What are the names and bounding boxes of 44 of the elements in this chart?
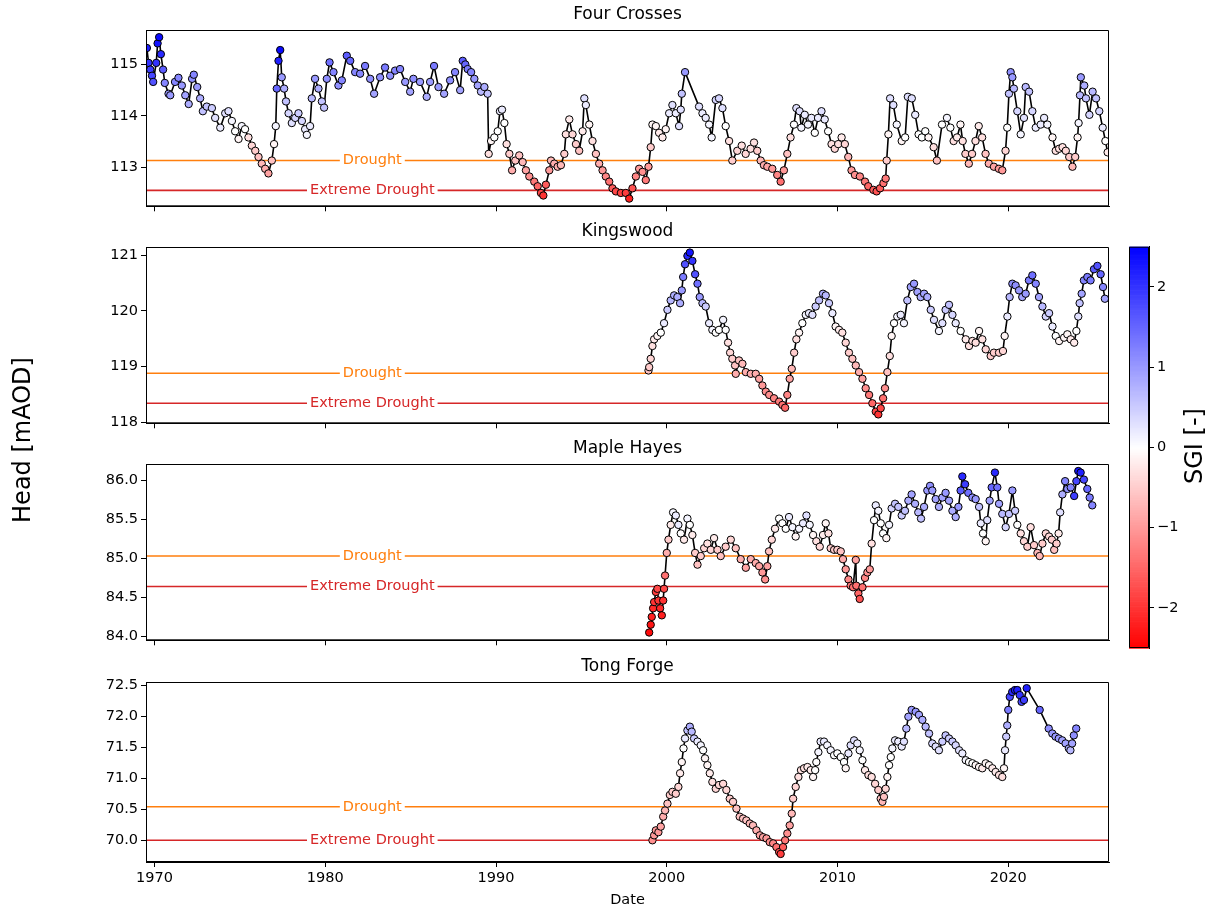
y-tick-label: 119 [110, 357, 138, 374]
y-tick-label: 84.5 [105, 588, 138, 605]
ref-line-label: Extreme Drought [310, 577, 435, 594]
x-tick-label: 1970 [136, 869, 173, 886]
ref-line-label: Drought [342, 546, 403, 563]
ref-line-label: Extreme Drought [310, 394, 435, 411]
y-tick-label: 85.5 [105, 510, 138, 527]
y-tick-label: 85.0 [105, 549, 138, 566]
x-tick-label: 2010 [819, 869, 856, 886]
y-tick-label: 115 [110, 55, 138, 72]
chart-title: Tong Forge [580, 654, 674, 675]
ref-line-label: Extreme Drought [310, 181, 435, 198]
y-tick-label: 113 [110, 158, 138, 174]
y-tick-label: 70.5 [105, 800, 138, 817]
color-bar-label: 2 [1157, 277, 1167, 294]
color-bar-label: −1 [1157, 518, 1179, 535]
x-tick-label: 2020 [989, 869, 1027, 886]
y-tick-label: 118 [110, 412, 138, 429]
y-tick-label: 70.0 [105, 831, 138, 848]
ref-line-label: Drought [342, 364, 403, 381]
x-tick-label: 1990 [477, 869, 515, 886]
x-tick-label: 1980 [306, 869, 344, 886]
y-tick-label: 71.5 [105, 737, 138, 754]
ref-line-label: Drought [342, 797, 403, 814]
y-tick-label: 114 [110, 106, 138, 123]
y-tick-label: 86.0 [105, 471, 138, 488]
x-tick-label: 2000 [648, 869, 686, 886]
chart-title: Four Crosses [573, 2, 682, 23]
chart-title: Kingswood [581, 219, 674, 240]
ref-line-label: Extreme Drought [310, 831, 435, 848]
y-tick-label: 72.0 [105, 706, 138, 723]
y-tick-label: 72.5 [105, 675, 138, 692]
y-tick-label: 84.0 [105, 627, 138, 644]
color-bar-title: SGI [-] [1180, 408, 1208, 484]
y-tick-label: 71.0 [105, 768, 138, 785]
y-tick-label: 120 [110, 301, 138, 318]
color-bar-label: 1 [1157, 357, 1167, 374]
y-tick-label: 121 [110, 246, 138, 263]
ref-line-label: Drought [342, 151, 403, 168]
chart-title: Maple Hayes [572, 436, 683, 457]
color-bar-label: 0 [1157, 438, 1167, 455]
color-bar-label: −2 [1157, 598, 1179, 615]
x-axis-title: Date [610, 891, 645, 908]
y-axis-title: Head [mAOD] [8, 357, 36, 523]
